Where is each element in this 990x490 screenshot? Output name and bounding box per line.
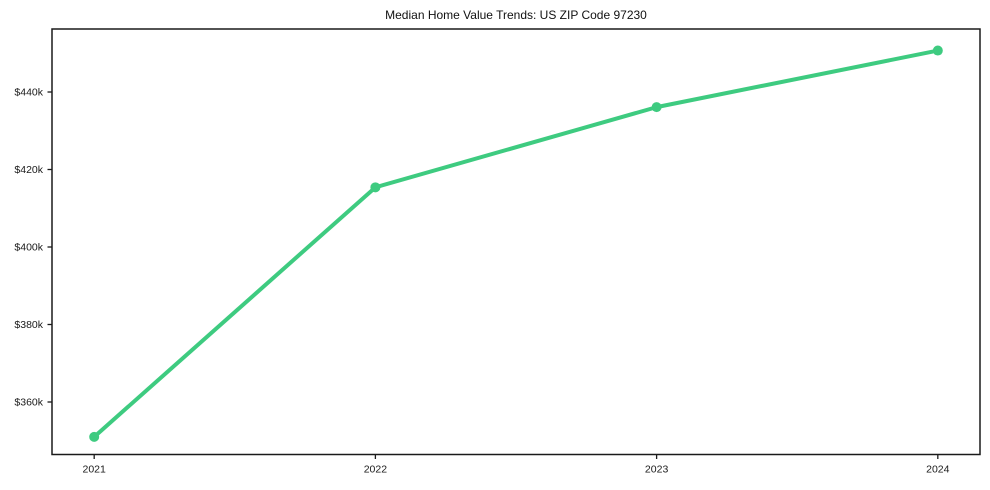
chart-title: Median Home Value Trends: US ZIP Code 97…	[385, 8, 647, 22]
data-point-marker	[370, 182, 381, 193]
data-point-marker	[932, 45, 943, 56]
y-tick-label: $440k	[14, 87, 43, 99]
y-tick-label: $380k	[14, 319, 43, 331]
data-point-marker	[89, 431, 100, 442]
y-tick-label: $360k	[14, 396, 43, 408]
trend-line	[92, 48, 940, 439]
x-tick-label: 2023	[645, 464, 669, 476]
data-point-marker	[651, 102, 662, 113]
x-tick-label: 2024	[926, 464, 950, 476]
x-tick-label: 2021	[83, 464, 107, 476]
y-tick-label: $420k	[14, 164, 43, 176]
x-tick-label: 2022	[364, 464, 388, 476]
plot-border	[51, 28, 981, 456]
y-tick-label: $400k	[14, 242, 43, 254]
